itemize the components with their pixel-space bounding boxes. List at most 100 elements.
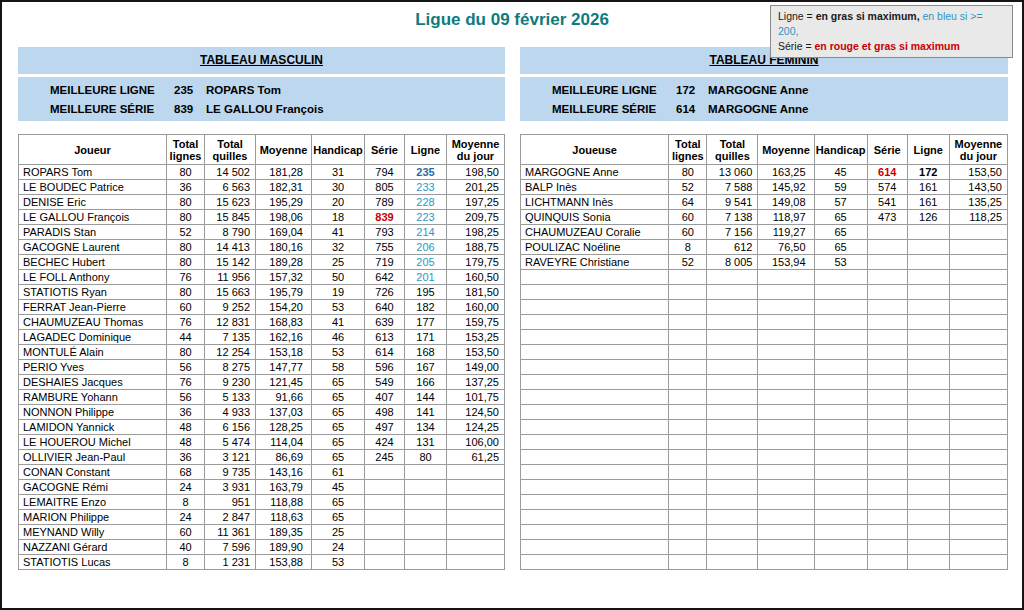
table-cell bbox=[669, 360, 707, 375]
best-series-label: MEILLEURE SÉRIE bbox=[50, 100, 174, 119]
table-cell bbox=[949, 300, 1007, 315]
table-cell: 36 bbox=[167, 450, 205, 465]
table-cell bbox=[907, 420, 949, 435]
table-cell: 424 bbox=[365, 435, 405, 450]
table-cell: 53 bbox=[312, 555, 365, 570]
table-cell bbox=[907, 525, 949, 540]
table-cell: 223 bbox=[405, 210, 447, 225]
table-cell: 118,25 bbox=[949, 210, 1007, 225]
table-cell bbox=[814, 270, 867, 285]
table-cell bbox=[707, 495, 758, 510]
table-cell bbox=[669, 300, 707, 315]
table-cell: 14 413 bbox=[205, 240, 256, 255]
table-cell: 574 bbox=[867, 180, 907, 195]
table-cell: 167 bbox=[405, 360, 447, 375]
table-cell: 235 bbox=[405, 165, 447, 180]
table-cell: 6 156 bbox=[205, 420, 256, 435]
table-cell bbox=[949, 405, 1007, 420]
table-cell: 177 bbox=[405, 315, 447, 330]
table-cell: 12 254 bbox=[205, 345, 256, 360]
table-cell bbox=[521, 285, 669, 300]
table-cell: 41 bbox=[312, 225, 365, 240]
table-cell: LE BOUDEC Patrice bbox=[19, 180, 167, 195]
table-cell bbox=[669, 450, 707, 465]
table-cell: 60 bbox=[167, 525, 205, 540]
table-cell: 41 bbox=[312, 315, 365, 330]
table-cell: 161 bbox=[907, 195, 949, 210]
men-section-title: TABLEAU MASCULIN bbox=[18, 47, 505, 74]
table-cell: 61 bbox=[312, 465, 365, 480]
table-cell: 153,50 bbox=[447, 345, 505, 360]
table-cell: 64 bbox=[669, 195, 707, 210]
table-cell bbox=[949, 555, 1007, 570]
table-cell: 106,00 bbox=[447, 435, 505, 450]
table-cell: 15 845 bbox=[205, 210, 256, 225]
table-cell bbox=[907, 270, 949, 285]
best-series-player: LE GALLOU François bbox=[206, 103, 324, 115]
table-cell: 7 156 bbox=[707, 225, 758, 240]
table-cell: 11 361 bbox=[205, 525, 256, 540]
table-cell: 7 135 bbox=[205, 330, 256, 345]
table-cell bbox=[907, 345, 949, 360]
table-cell: NAZZANI Gérard bbox=[19, 540, 167, 555]
table-cell: 541 bbox=[867, 195, 907, 210]
table-cell bbox=[707, 315, 758, 330]
table-cell bbox=[907, 405, 949, 420]
table-cell: 169,04 bbox=[256, 225, 312, 240]
table-cell: STATIOTIS Ryan bbox=[19, 285, 167, 300]
table-cell bbox=[814, 285, 867, 300]
table-cell bbox=[669, 525, 707, 540]
table-cell bbox=[907, 390, 949, 405]
table-cell bbox=[949, 420, 1007, 435]
table-row: CONAN Constant689 735143,1661 bbox=[19, 465, 505, 480]
table-cell: 228 bbox=[405, 195, 447, 210]
table-cell: STATIOTIS Lucas bbox=[19, 555, 167, 570]
table-cell bbox=[707, 540, 758, 555]
column-header: Handicap bbox=[312, 135, 365, 165]
table-cell bbox=[758, 480, 814, 495]
table-cell: 52 bbox=[669, 255, 707, 270]
legend-line-2: Série = en rouge et gras si maximum bbox=[778, 39, 1005, 54]
table-cell: 58 bbox=[312, 360, 365, 375]
table-cell bbox=[365, 510, 405, 525]
table-cell: MARGOGNE Anne bbox=[521, 165, 669, 180]
table-row: CHAUMUZEAU Coralie607 156119,2765 bbox=[521, 225, 1008, 240]
table-cell: 24 bbox=[167, 510, 205, 525]
table-row: MARION Philippe242 847118,6365 bbox=[19, 510, 505, 525]
table-cell bbox=[949, 270, 1007, 285]
table-cell bbox=[867, 360, 907, 375]
table-cell bbox=[814, 465, 867, 480]
table-cell bbox=[758, 465, 814, 480]
table-cell bbox=[521, 465, 669, 480]
table-cell bbox=[669, 465, 707, 480]
table-cell bbox=[867, 270, 907, 285]
women-best-panel: MEILLEURE LIGNE172MARGOGNE Anne MEILLEUR… bbox=[520, 77, 1008, 121]
table-cell: 65 bbox=[814, 225, 867, 240]
table-cell bbox=[521, 495, 669, 510]
column-header: Total quilles bbox=[205, 135, 256, 165]
table-cell: LE FOLL Anthony bbox=[19, 270, 167, 285]
column-header: Moyenne du jour bbox=[447, 135, 505, 165]
table-cell bbox=[867, 345, 907, 360]
table-cell: CHAUMUZEAU Coralie bbox=[521, 225, 669, 240]
table-cell bbox=[405, 480, 447, 495]
table-cell bbox=[707, 405, 758, 420]
table-cell: 7 138 bbox=[707, 210, 758, 225]
table-cell: 65 bbox=[312, 405, 365, 420]
men-best-series: MEILLEURE SÉRIE839LE GALLOU François bbox=[50, 100, 505, 119]
table-cell: RAMBURE Yohann bbox=[19, 390, 167, 405]
table-cell: LICHTMANN Inès bbox=[521, 195, 669, 210]
table-cell bbox=[521, 540, 669, 555]
table-cell: 137,25 bbox=[447, 375, 505, 390]
table-cell: 163,79 bbox=[256, 480, 312, 495]
table-cell bbox=[867, 450, 907, 465]
table-row bbox=[521, 390, 1008, 405]
column-header: Ligne bbox=[405, 135, 447, 165]
table-cell bbox=[949, 255, 1007, 270]
column-header: Total lignes bbox=[167, 135, 205, 165]
table-cell: 596 bbox=[365, 360, 405, 375]
table-row bbox=[521, 420, 1008, 435]
column-header: Moyenne du jour bbox=[949, 135, 1007, 165]
table-cell: 24 bbox=[312, 540, 365, 555]
table-cell: 119,27 bbox=[758, 225, 814, 240]
